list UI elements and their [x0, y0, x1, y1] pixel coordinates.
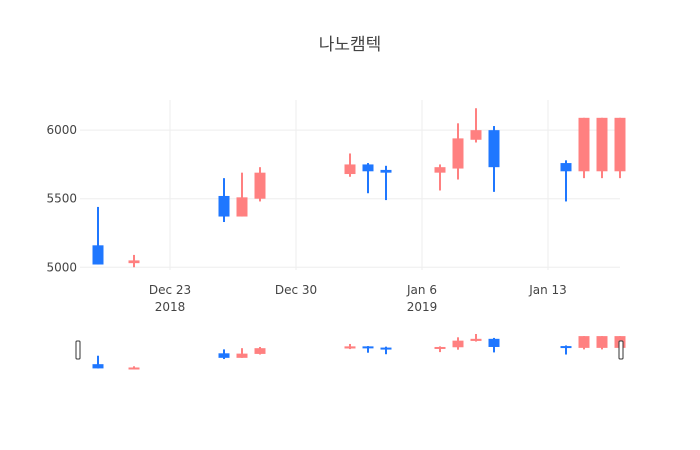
slider-candle-body: [434, 346, 446, 349]
candle-body: [362, 164, 374, 172]
candle-body: [380, 169, 392, 173]
slider-candle: [488, 337, 500, 353]
slider-candle: [254, 346, 266, 355]
candle-body: [488, 130, 500, 168]
slider-candle: [362, 346, 374, 353]
slider-candle-body: [380, 347, 392, 350]
candle-increasing[interactable]: [254, 167, 266, 202]
slider-candle-body: [470, 338, 482, 341]
candle-body: [614, 117, 626, 172]
candle-increasing[interactable]: [614, 117, 626, 179]
slider-candle: [380, 346, 392, 355]
slider-candle: [218, 349, 230, 360]
slider-candle: [578, 336, 590, 350]
slider-candle-body: [218, 353, 230, 358]
candle-body: [254, 172, 266, 199]
x-tick-label: Jan 13: [528, 283, 567, 297]
grid-layer: [80, 100, 620, 270]
candle-body: [236, 197, 248, 217]
slider-candle: [344, 343, 356, 350]
candle-body: [470, 130, 482, 140]
candle-body: [218, 195, 230, 217]
candle-increasing[interactable]: [578, 117, 590, 179]
x-tick-label: Dec 30: [275, 283, 317, 297]
candle-increasing[interactable]: [128, 254, 140, 268]
slider-candle-body: [254, 348, 266, 354]
slider-candle: [452, 337, 464, 350]
candle-decreasing[interactable]: [488, 126, 500, 192]
y-tick-label: 5500: [46, 192, 77, 206]
slider-candle-body: [344, 346, 356, 349]
candle-body: [92, 245, 104, 265]
slider-candle-body: [236, 353, 248, 358]
candle-increasing[interactable]: [434, 164, 446, 191]
range-handle-left[interactable]: [75, 340, 81, 360]
slider-candle-body: [452, 340, 464, 348]
candle-decreasing[interactable]: [92, 206, 104, 265]
slider-candle: [92, 355, 104, 369]
slider-candle-body: [128, 367, 140, 370]
candle-body: [560, 163, 572, 172]
slider-candle-body: [488, 338, 500, 347]
candle-decreasing[interactable]: [560, 160, 572, 202]
slider-candle: [434, 346, 446, 353]
y-axis: 5000 5500 6000: [46, 123, 77, 274]
range-slider[interactable]: [75, 334, 626, 370]
slider-candle: [128, 366, 140, 370]
candle-decreasing[interactable]: [380, 165, 392, 201]
slider-candle: [470, 334, 482, 342]
candle-decreasing[interactable]: [218, 178, 230, 223]
candle-body: [128, 260, 140, 264]
candle-increasing[interactable]: [344, 153, 356, 177]
candle-body: [434, 167, 446, 173]
y-tick-label: 6000: [46, 123, 77, 137]
slider-candle: [560, 345, 572, 355]
y-tick-label: 5000: [46, 260, 77, 274]
x-tick-sublabel: 2019: [407, 300, 438, 314]
slider-candle-body: [362, 346, 374, 349]
x-tick-label: Jan 6: [406, 283, 437, 297]
slider-candle: [596, 336, 608, 350]
chart-title: 나노캠텍: [319, 35, 382, 55]
candle-increasing[interactable]: [452, 123, 464, 180]
main-plot[interactable]: [92, 108, 626, 268]
candle-body: [596, 117, 608, 172]
slider-candle-body: [578, 336, 590, 348]
candle-increasing[interactable]: [596, 117, 608, 179]
x-tick-label: Dec 23: [149, 283, 191, 297]
candle-increasing[interactable]: [470, 108, 482, 143]
slider-candle: [236, 348, 248, 358]
x-tick-sublabel: 2018: [155, 300, 186, 314]
candle-body: [578, 117, 590, 172]
range-handle-right[interactable]: [618, 340, 624, 360]
candle-increasing[interactable]: [236, 172, 248, 217]
x-axis: Dec 23 2018 Dec 30 Jan 6 2019 Jan 13: [149, 283, 567, 314]
candle-body: [344, 164, 356, 175]
candle-body: [452, 138, 464, 169]
slider-candle-body: [596, 336, 608, 348]
slider-candle-body: [560, 346, 572, 349]
slider-candle-body: [92, 364, 104, 369]
candle-decreasing[interactable]: [362, 163, 374, 194]
